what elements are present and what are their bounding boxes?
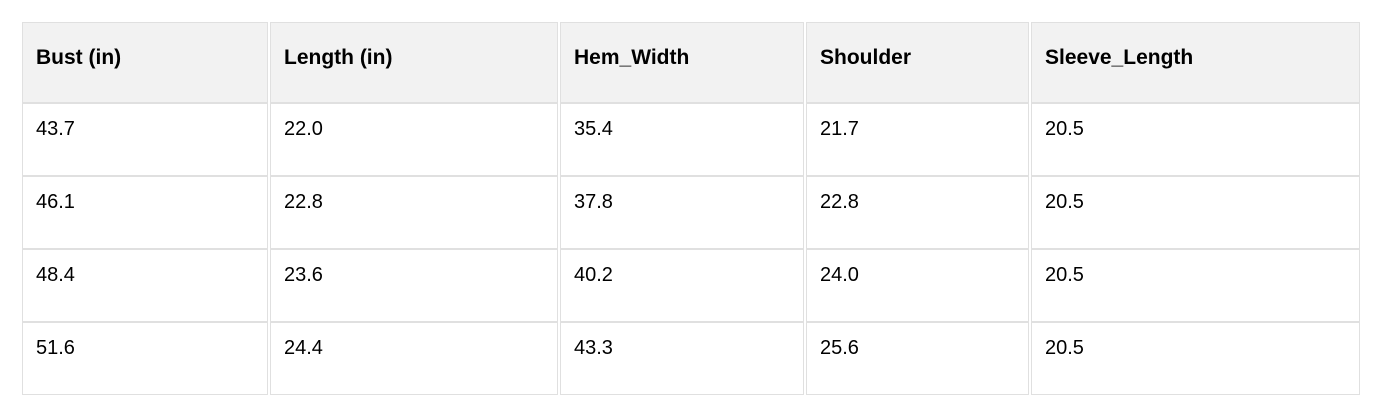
column-header-bust: Bust (in) [22, 22, 268, 103]
table-cell: 43.3 [560, 322, 804, 395]
column-header-length: Length (in) [270, 22, 558, 103]
table-cell: 20.5 [1031, 176, 1360, 249]
table-cell: 43.7 [22, 103, 268, 176]
table-row: 48.4 23.6 40.2 24.0 20.5 [22, 249, 1360, 322]
table-row: 43.7 22.0 35.4 21.7 20.5 [22, 103, 1360, 176]
table-cell: 22.0 [270, 103, 558, 176]
table-cell: 20.5 [1031, 322, 1360, 395]
table-cell: 20.5 [1031, 103, 1360, 176]
table-cell: 20.5 [1031, 249, 1360, 322]
table-row: 51.6 24.4 43.3 25.6 20.5 [22, 322, 1360, 395]
table-cell: 46.1 [22, 176, 268, 249]
table-row: 46.1 22.8 37.8 22.8 20.5 [22, 176, 1360, 249]
column-header-sleeve-length: Sleeve_Length [1031, 22, 1360, 103]
column-header-shoulder: Shoulder [806, 22, 1029, 103]
table-cell: 24.0 [806, 249, 1029, 322]
table-cell: 22.8 [270, 176, 558, 249]
table-cell: 40.2 [560, 249, 804, 322]
table-cell: 51.6 [22, 322, 268, 395]
table-header-row: Bust (in) Length (in) Hem_Width Shoulder… [22, 22, 1360, 103]
table-cell: 25.6 [806, 322, 1029, 395]
table-cell: 23.6 [270, 249, 558, 322]
measurement-table: Bust (in) Length (in) Hem_Width Shoulder… [20, 22, 1362, 395]
table-cell: 21.7 [806, 103, 1029, 176]
column-header-hem-width: Hem_Width [560, 22, 804, 103]
table-cell: 48.4 [22, 249, 268, 322]
table-cell: 35.4 [560, 103, 804, 176]
table-cell: 37.8 [560, 176, 804, 249]
table-cell: 24.4 [270, 322, 558, 395]
table-cell: 22.8 [806, 176, 1029, 249]
